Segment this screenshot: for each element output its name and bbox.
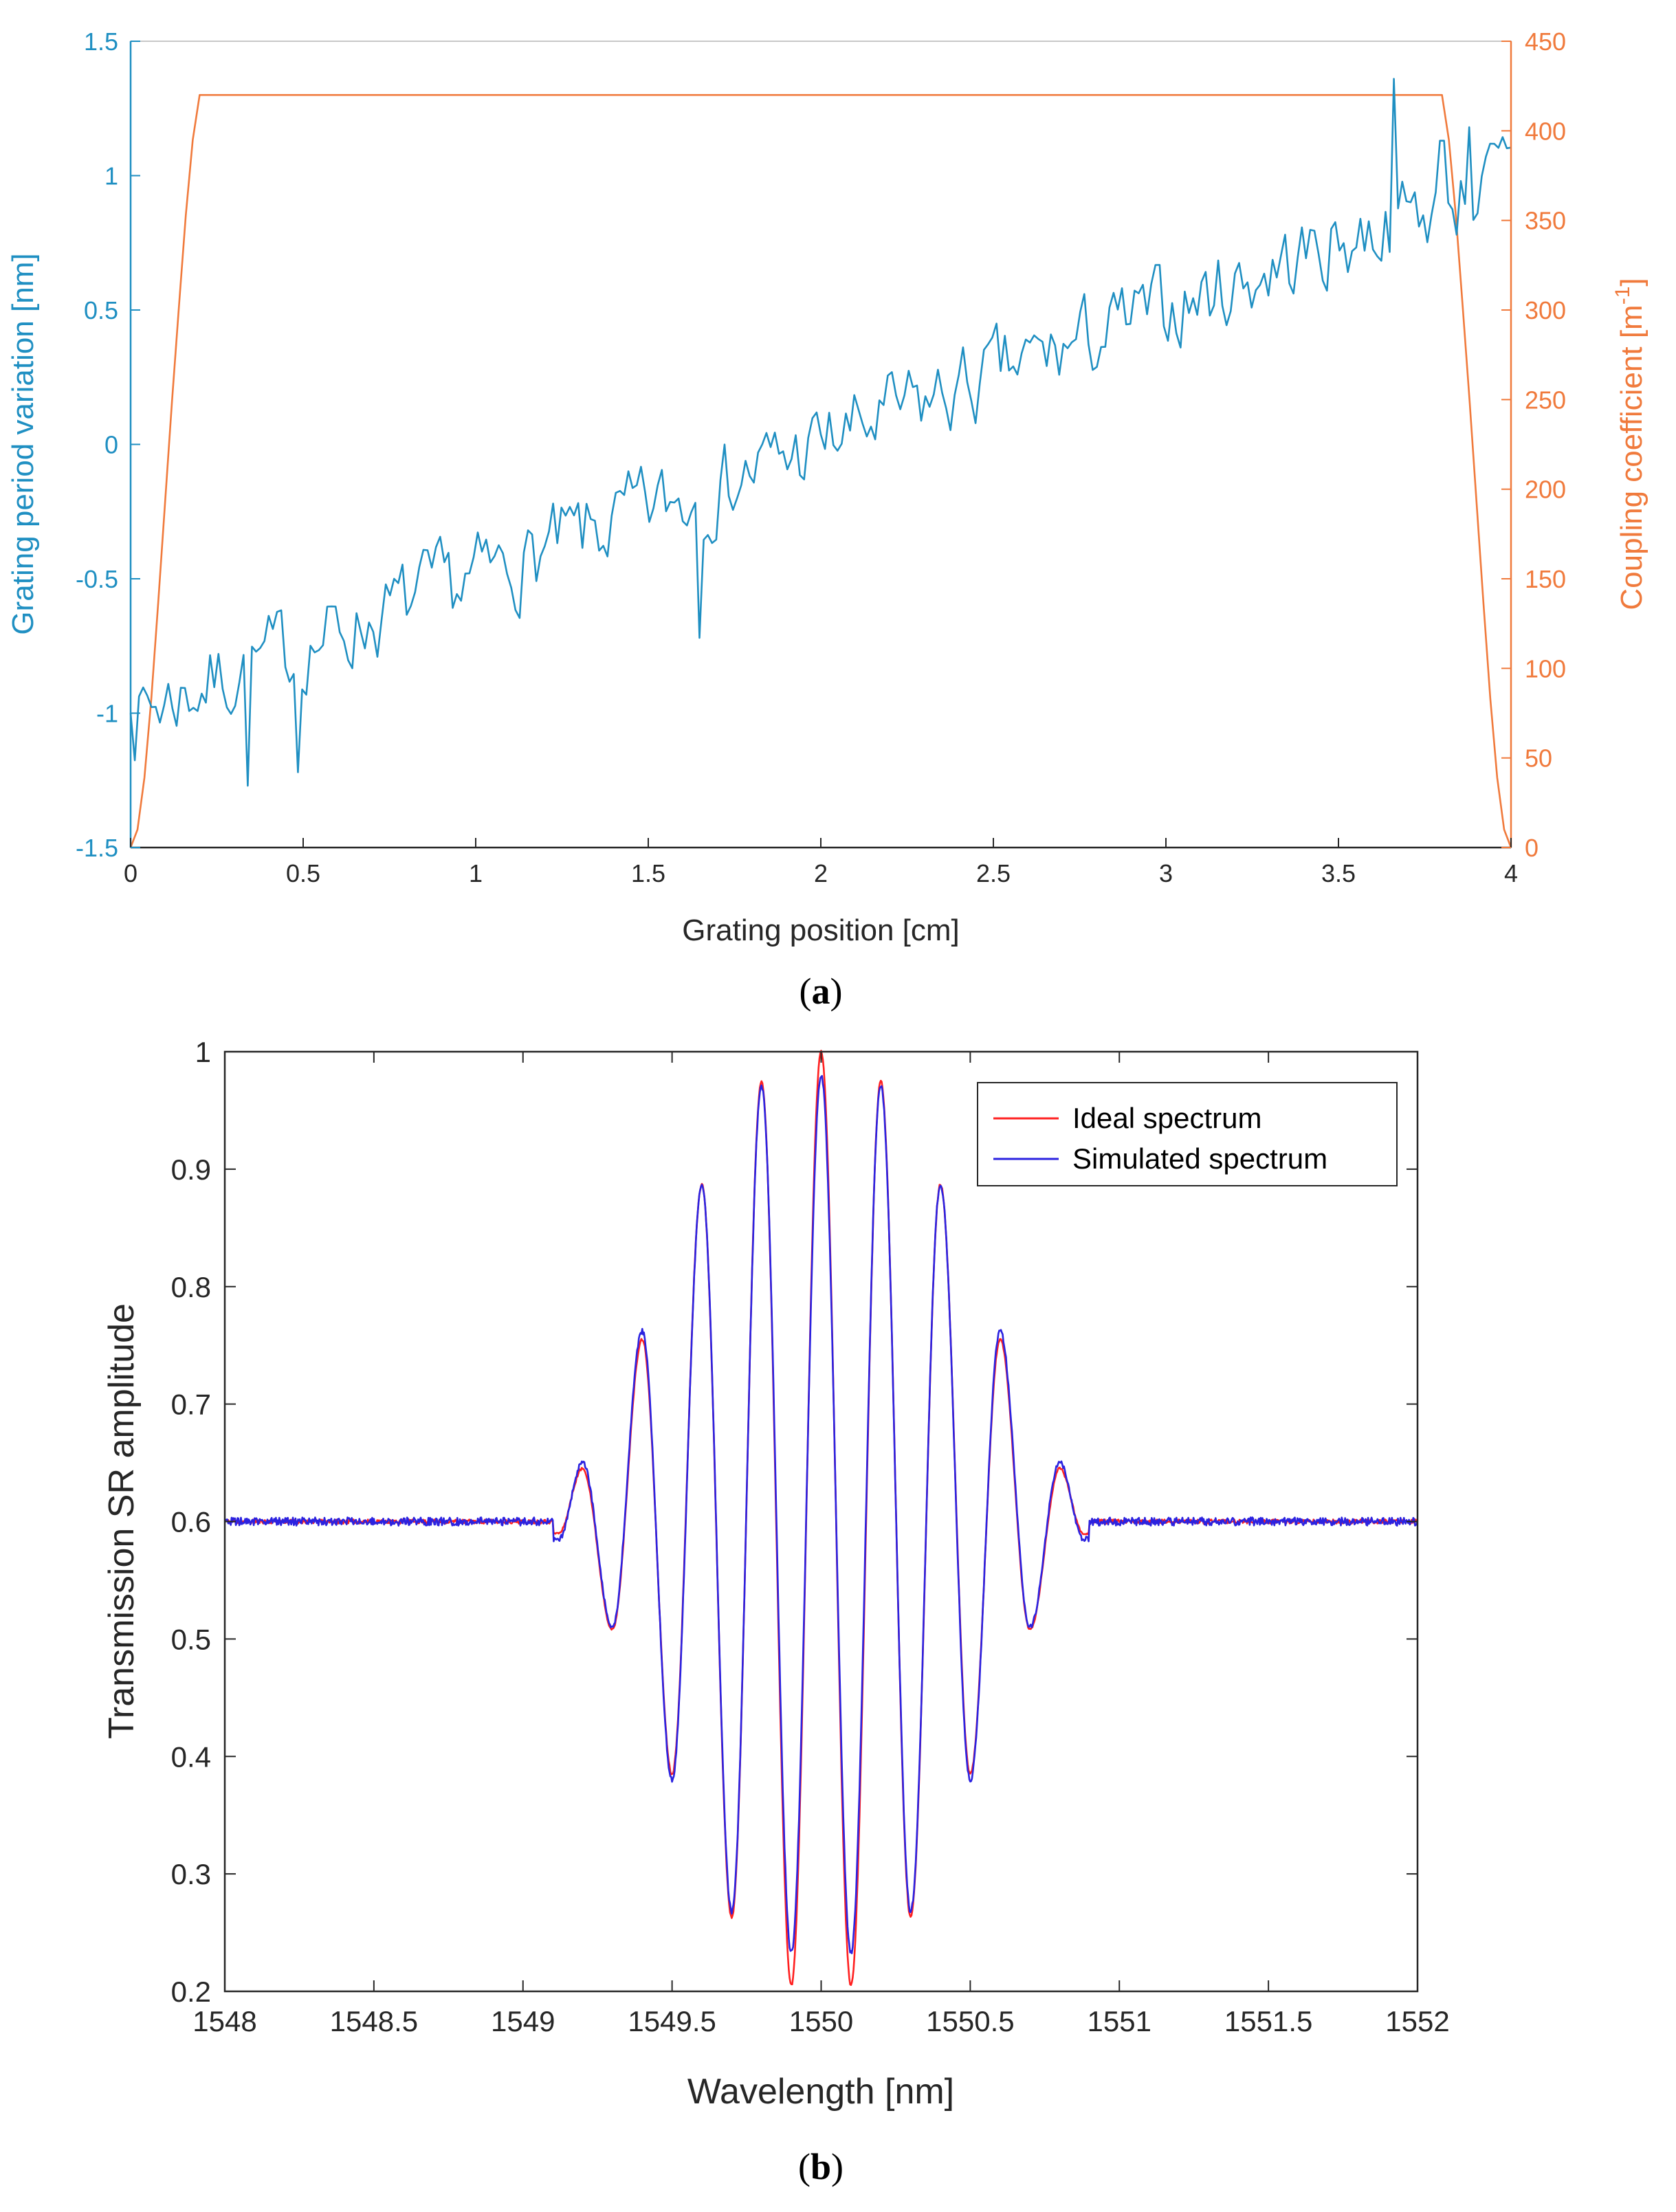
panel-a-left-y-tick-label: 0.5	[84, 296, 118, 324]
panel-a-right-y-axis-label: Coupling coefficient [m-1]	[1611, 278, 1649, 610]
panel-a-right-y-axis-label-end: ]	[1615, 278, 1649, 286]
panel-a-right-y-axis-label-main: Coupling coefficient [m	[1615, 305, 1649, 610]
series-simulated-spectrum-line	[223, 1074, 1419, 1954]
panel-a-x-tick-label: 2	[814, 859, 828, 887]
panel-a-left-y-axis-label: Grating period variation [nm]	[6, 253, 40, 634]
panel-a-right-y-tick-label: 100	[1525, 654, 1566, 683]
panel-b-x-tick-label: 1552	[1385, 2005, 1449, 2037]
panel-a-left-y-tick-label: 0	[104, 431, 118, 459]
panel-b-y-tick-label: 0.8	[171, 1271, 211, 1303]
panel-b-legend: Ideal spectrum Simulated spectrum	[977, 1082, 1398, 1186]
panel-b-x-axis-label: Wavelength [nm]	[687, 2072, 954, 2112]
panel-b-y-tick-label: 0.4	[171, 1740, 211, 1773]
panel-a-right-y-tick-label: 200	[1525, 476, 1566, 504]
panel-b-x-tick-label: 1548.5	[330, 2005, 418, 2037]
panel-a-right-y-axis-label-superscript: -1	[1611, 287, 1634, 305]
panel-b-legend-box	[977, 1082, 1398, 1186]
panel-a-right-y-tick-label: 300	[1525, 296, 1566, 324]
panel-a-right-y-tick-label: 450	[1525, 27, 1566, 56]
panel-a-x-tick-label: 1.5	[631, 859, 665, 887]
panel-a-x-tick-label: 2.5	[976, 859, 1011, 887]
panel-b-y-tick-label: 0.9	[171, 1153, 211, 1186]
panel-a-plot-frame	[130, 41, 1512, 848]
panel-b-chart: 1548 1548.5 1549 1549.5 1550 1550.5 1551 1551.5…	[102, 1036, 1450, 2187]
panel-a-right-y-tick-label: 150	[1525, 565, 1566, 593]
series-coupling-coefficient-line	[129, 93, 1512, 848]
panel-a-left-y-tick-label: 1.5	[84, 27, 118, 56]
panel-a-right-y-tick-label: 350	[1525, 207, 1566, 235]
panel-b-y-tick-label: 0.2	[171, 1976, 211, 2008]
panel-a-x-tick-label: 1	[469, 859, 483, 887]
legend-label-ideal: Ideal spectrum	[1072, 1102, 1261, 1134]
panel-b-y-axis-label: Transmission SR amplitude	[102, 1303, 142, 1739]
panel-b-caption-letter: b	[811, 2146, 831, 2187]
panel-b-x-tick-label: 1549	[491, 2005, 555, 2037]
panel-a-left-y-tick-label: -1.5	[76, 834, 118, 862]
panel-b-x-tick-label: 1548	[192, 2005, 256, 2037]
panel-a-left-y-tick-label: 1	[104, 162, 118, 190]
panel-a-right-y-tick-label: 0	[1525, 834, 1539, 862]
panel-b-x-tick-label: 1551.5	[1224, 2005, 1312, 2037]
panel-a-x-tick-label: 0.5	[286, 859, 320, 887]
panel-a-x-tick-label: 4	[1504, 859, 1518, 887]
panel-a-right-y-tick-label: 50	[1525, 744, 1552, 773]
panel-a-x-tick-label: 3	[1159, 859, 1173, 887]
panel-b-x-tick-label: 1550.5	[926, 2005, 1014, 2037]
panel-a-right-y-tick-label: 400	[1525, 117, 1566, 145]
panel-a-x-tick-label: 0	[124, 859, 137, 887]
panel-b-y-tick-label: 1	[195, 1036, 211, 1068]
panel-b-y-tick-label: 0.5	[171, 1623, 211, 1655]
panel-b-y-tick-label: 0.6	[171, 1506, 211, 1538]
panel-b-x-tick-label: 1551	[1088, 2005, 1151, 2037]
panel-a-x-axis-label: Grating position [cm]	[682, 914, 960, 947]
panel-a-left-y-tick-label: -1	[96, 700, 118, 728]
panel-b-y-tick-label: 0.3	[171, 1858, 211, 1890]
panel-a-right-y-tick-label: 250	[1525, 386, 1566, 414]
panel-b-x-tick-label: 1550	[789, 2005, 853, 2037]
panel-a-caption-letter: a	[812, 971, 830, 1012]
legend-label-simulated: Simulated spectrum	[1072, 1142, 1327, 1175]
panel-a-chart: 0 0.5 1 1.5 2 2.5 3 3.5 4 -1.5 -1 -0.5 0 0.5 1 1.5 0 50…	[6, 27, 1649, 1012]
panel-a-left-y-tick-label: -0.5	[76, 565, 118, 593]
panel-b-x-tick-label: 1549.5	[628, 2005, 716, 2037]
panel-b-caption: (b)	[798, 2146, 843, 2187]
panel-a-x-tick-label: 3.5	[1321, 859, 1356, 887]
series-grating-period-variation-line	[129, 78, 1512, 787]
panel-a-caption: (a)	[800, 971, 843, 1012]
panel-b-y-tick-label: 0.7	[171, 1389, 211, 1421]
